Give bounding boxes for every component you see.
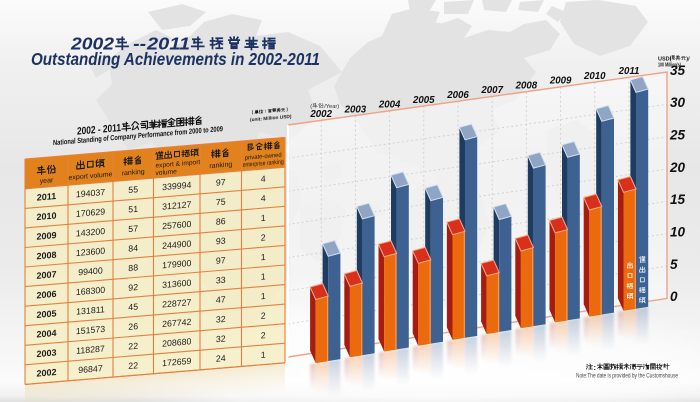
svg-text:51: 51 bbox=[128, 204, 138, 215]
svg-text:ranking: ranking bbox=[122, 169, 145, 178]
svg-text:4: 4 bbox=[261, 193, 266, 203]
svg-text:24: 24 bbox=[216, 353, 226, 364]
svg-text:(unit: Million USD): (unit: Million USD) bbox=[250, 114, 292, 123]
svg-text:ranking: ranking bbox=[209, 161, 232, 170]
svg-text:private-owned: private-owned bbox=[245, 152, 283, 162]
svg-text:2011: 2011 bbox=[146, 33, 190, 53]
svg-text:2: 2 bbox=[261, 311, 266, 321]
svg-text:55: 55 bbox=[128, 184, 138, 195]
svg-text:Outstanding Achievements in 20: Outstanding Achievements in 2002-2011 bbox=[31, 49, 320, 69]
svg-text:75: 75 bbox=[216, 196, 226, 207]
svg-text:118287: 118287 bbox=[76, 343, 105, 355]
svg-text:2006: 2006 bbox=[37, 289, 57, 301]
svg-text:--: -- bbox=[133, 33, 146, 53]
svg-text:123600: 123600 bbox=[76, 246, 105, 258]
svg-text:2004: 2004 bbox=[37, 328, 57, 340]
svg-text:92: 92 bbox=[128, 282, 138, 293]
svg-text:2009: 2009 bbox=[37, 230, 57, 242]
svg-text:15: 15 bbox=[670, 192, 686, 207]
svg-text:volume: volume bbox=[156, 168, 178, 177]
svg-text:2003: 2003 bbox=[37, 347, 57, 359]
svg-text:143200: 143200 bbox=[76, 226, 105, 238]
svg-text:244900: 244900 bbox=[162, 238, 191, 250]
svg-text:1: 1 bbox=[261, 271, 266, 281]
svg-text:170629: 170629 bbox=[76, 206, 105, 218]
svg-text:26: 26 bbox=[128, 321, 138, 332]
svg-text:168300: 168300 bbox=[76, 285, 105, 297]
svg-text:)/: )/ bbox=[686, 56, 690, 62]
svg-text:35: 35 bbox=[670, 63, 686, 78]
svg-text:313600: 313600 bbox=[162, 278, 191, 290]
svg-text:2011: 2011 bbox=[618, 66, 640, 77]
svg-text:57: 57 bbox=[128, 223, 138, 234]
svg-text:2008: 2008 bbox=[515, 81, 538, 92]
svg-text:172659: 172659 bbox=[162, 356, 191, 368]
svg-text:1: 1 bbox=[261, 252, 266, 262]
svg-text:32: 32 bbox=[216, 333, 226, 344]
svg-text:339994: 339994 bbox=[162, 180, 191, 192]
svg-text:2003: 2003 bbox=[344, 104, 367, 115]
svg-text:228727: 228727 bbox=[162, 297, 191, 309]
svg-text:45: 45 bbox=[128, 302, 138, 313]
svg-text:96847: 96847 bbox=[78, 363, 103, 375]
svg-text:194037: 194037 bbox=[76, 187, 105, 199]
svg-text:2: 2 bbox=[261, 232, 266, 242]
svg-text:1: 1 bbox=[261, 291, 266, 301]
svg-text:2007: 2007 bbox=[480, 85, 503, 96]
svg-text:30: 30 bbox=[670, 95, 686, 110]
svg-text:export & import: export & import bbox=[156, 159, 201, 170]
svg-text:267742: 267742 bbox=[162, 317, 191, 329]
svg-text:2008: 2008 bbox=[37, 250, 57, 262]
svg-text:20: 20 bbox=[669, 160, 686, 175]
svg-text:131811: 131811 bbox=[76, 304, 105, 316]
svg-text:2: 2 bbox=[261, 330, 266, 340]
svg-text:25: 25 bbox=[669, 128, 686, 143]
svg-text:2010: 2010 bbox=[583, 71, 606, 82]
svg-text:179900: 179900 bbox=[162, 258, 191, 270]
svg-text:2004: 2004 bbox=[378, 100, 401, 111]
svg-text:2011: 2011 bbox=[37, 191, 56, 203]
svg-text:93: 93 bbox=[216, 236, 226, 247]
svg-text:4: 4 bbox=[261, 174, 266, 184]
svg-text:33: 33 bbox=[216, 275, 226, 286]
svg-text:151573: 151573 bbox=[76, 324, 105, 336]
svg-text:22: 22 bbox=[128, 341, 138, 352]
svg-text:10: 10 bbox=[670, 225, 686, 240]
svg-text:0: 0 bbox=[670, 289, 678, 304]
svg-text:2002: 2002 bbox=[309, 109, 332, 120]
svg-text:99400: 99400 bbox=[78, 265, 103, 277]
svg-text::: : bbox=[594, 363, 597, 372]
svg-text:257600: 257600 bbox=[162, 219, 191, 231]
svg-text:Note:The date is provided by t: Note:The date is provided by the Customs… bbox=[576, 373, 678, 380]
svg-text:export volume: export volume bbox=[69, 171, 113, 182]
svg-text:47: 47 bbox=[216, 294, 226, 305]
svg-text:year: year bbox=[40, 177, 54, 185]
svg-text:2002: 2002 bbox=[37, 367, 57, 379]
svg-text:97: 97 bbox=[216, 177, 226, 188]
svg-text:97: 97 bbox=[216, 255, 226, 266]
svg-text:1: 1 bbox=[261, 213, 266, 223]
svg-text:84: 84 bbox=[128, 243, 138, 254]
svg-text:enterprise ranking: enterprise ranking bbox=[243, 158, 284, 168]
svg-text:2006: 2006 bbox=[446, 90, 469, 101]
svg-text:(: ( bbox=[310, 104, 312, 110]
svg-text:/Year): /Year) bbox=[324, 104, 339, 110]
svg-text:2005: 2005 bbox=[412, 95, 435, 106]
svg-text:100 Million(s): 100 Million(s) bbox=[658, 62, 681, 68]
svg-text:22: 22 bbox=[128, 360, 138, 371]
svg-text:88: 88 bbox=[128, 262, 138, 273]
svg-text:2002: 2002 bbox=[70, 33, 114, 53]
svg-text:208680: 208680 bbox=[162, 336, 191, 348]
svg-text:2007: 2007 bbox=[37, 269, 57, 281]
svg-text:2002 - 2011: 2002 - 2011 bbox=[77, 122, 121, 138]
svg-text:2005: 2005 bbox=[37, 308, 57, 320]
svg-text:2010: 2010 bbox=[37, 210, 57, 222]
svg-text:2009: 2009 bbox=[549, 76, 572, 87]
svg-text:32: 32 bbox=[216, 314, 226, 325]
svg-text:86: 86 bbox=[216, 216, 226, 227]
svg-text:1: 1 bbox=[261, 350, 266, 360]
svg-text:USD(: USD( bbox=[658, 56, 672, 62]
svg-text:312127: 312127 bbox=[162, 199, 191, 211]
svg-text:5: 5 bbox=[670, 257, 678, 272]
